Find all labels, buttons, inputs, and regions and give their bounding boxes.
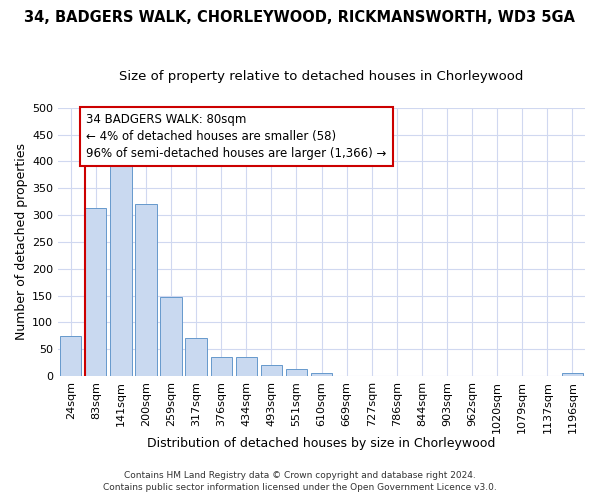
Title: Size of property relative to detached houses in Chorleywood: Size of property relative to detached ho… [119, 70, 524, 83]
Bar [160, 296, 182, 376]
Bar [110, 158, 131, 376]
Bar [261, 365, 282, 376]
Bar [236, 356, 257, 376]
Bar [135, 204, 157, 376]
Bar [60, 336, 82, 376]
Bar [185, 338, 207, 376]
X-axis label: Distribution of detached houses by size in Chorleywood: Distribution of detached houses by size … [148, 437, 496, 450]
Bar [562, 374, 583, 376]
Bar [311, 374, 332, 376]
Text: 34, BADGERS WALK, CHORLEYWOOD, RICKMANSWORTH, WD3 5GA: 34, BADGERS WALK, CHORLEYWOOD, RICKMANSW… [25, 10, 575, 25]
Y-axis label: Number of detached properties: Number of detached properties [15, 144, 28, 340]
Text: Contains HM Land Registry data © Crown copyright and database right 2024.
Contai: Contains HM Land Registry data © Crown c… [103, 471, 497, 492]
Text: 34 BADGERS WALK: 80sqm
← 4% of detached houses are smaller (58)
96% of semi-deta: 34 BADGERS WALK: 80sqm ← 4% of detached … [86, 113, 386, 160]
Bar [286, 369, 307, 376]
Bar [211, 356, 232, 376]
Bar [85, 208, 106, 376]
